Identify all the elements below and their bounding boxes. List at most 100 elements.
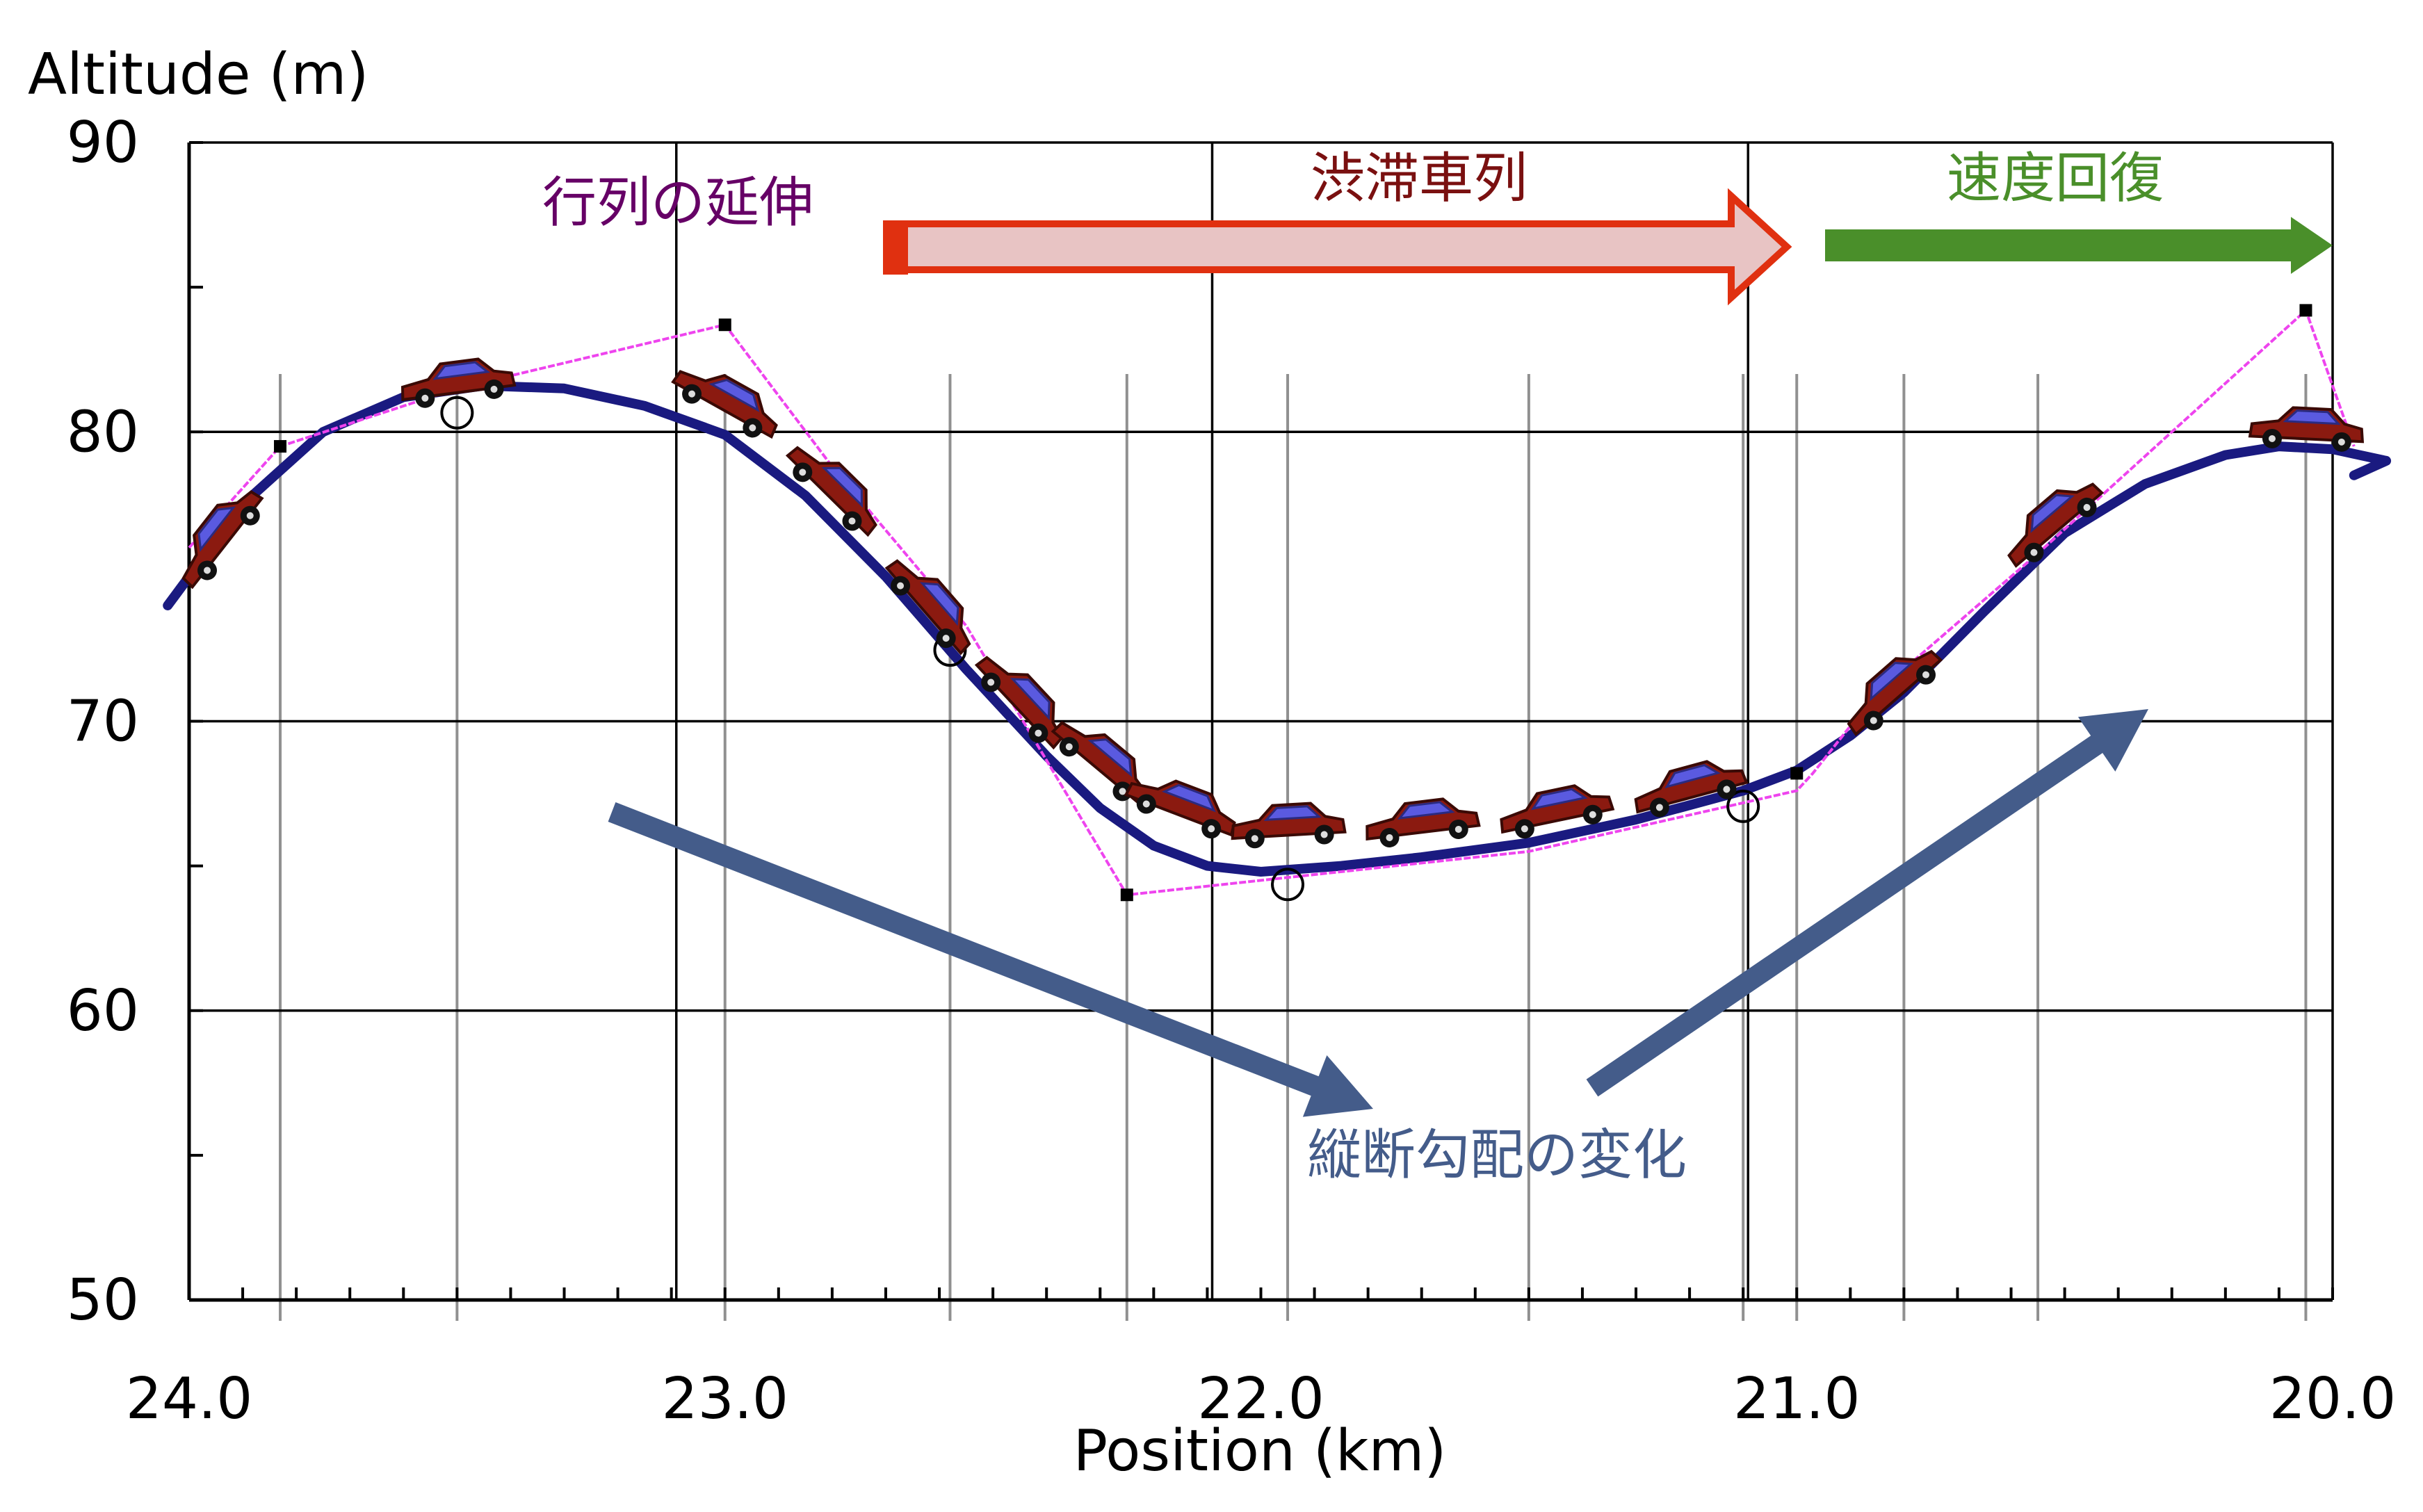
grade-change-arrow-up [1586,709,2148,1097]
car-window [1263,805,1322,821]
car-icon [1847,649,1943,737]
speed-recovery-arrow [1825,217,2333,274]
queue-extension-label: 行列の延伸 [542,172,813,234]
speed-recovery-label: 速度回復 [1947,147,2164,210]
open-circle-marker [1271,868,1305,902]
car-hub [1655,804,1663,811]
car-hub [848,517,856,525]
square-marker [718,318,731,332]
car-window [1397,801,1455,820]
car-hub [942,635,950,642]
square-marker [274,440,287,453]
car-icon [1051,721,1149,806]
y-tick-label: 60 [67,978,139,1044]
annotations: 行列の延伸 渋滞車列 速度回復 縦断勾配の変化 [542,147,2333,1187]
car-hub [2083,503,2091,511]
car-hub [987,678,995,686]
car-hub [1521,825,1528,833]
x-tick-label: 20.0 [2269,1366,2397,1432]
car-icon [1231,802,1347,849]
car-window [708,378,760,412]
car-body [400,357,517,402]
car-hub [1386,834,1393,841]
series-lines [163,307,2392,897]
car-hub [799,469,807,476]
y-axis-title: Altitude (m) [28,42,368,108]
y-tick-label: 70 [67,689,139,755]
car-window [2030,494,2075,533]
open-circle-marker [440,396,474,430]
car-hub [246,512,254,519]
car-hub [1723,786,1731,793]
car-icon [1366,797,1481,847]
open-circle-marker [1726,789,1760,823]
car-body [785,446,877,537]
car-window [919,582,959,626]
car-icon [671,370,778,439]
grade-approximation-line [188,307,2356,897]
y-tick-label: 50 [67,1267,139,1333]
car-window [2283,409,2341,425]
congestion-arrow-base [883,220,908,275]
car-hub [2268,434,2276,442]
x-tick-label: 23.0 [661,1366,788,1432]
car-icon [400,357,517,408]
car-window [432,361,490,380]
square-marker [1120,888,1133,902]
congestion-label: 渋滞車列 [1311,147,1527,210]
car-hub [1870,717,1877,724]
x-tick-label: 24.0 [126,1366,253,1432]
car-body [1366,797,1481,841]
car-hub [1035,729,1042,737]
car-icon [1634,760,1749,818]
car-window [1087,738,1133,778]
car-hub [2337,438,2345,446]
x-tick-label: 21.0 [1733,1366,1861,1432]
car-window [1010,678,1051,721]
x-axis-title: Position (km) [1073,1418,1447,1484]
grade-change-label: 縦断勾配の変化 [1307,1124,1687,1187]
y-tick-label: 90 [67,110,139,176]
car-icon [181,489,264,590]
car-hub [1119,788,1126,795]
car-window [1530,788,1588,811]
axis-labels: 50 60 70 80 90 24.0 23.0 22.0 21.0 20.0 Altitude (… [28,42,2396,1484]
car-hub [688,390,696,398]
car-icon [1500,784,1615,839]
car-window [1664,764,1721,789]
car-icon [785,446,877,537]
grid [189,143,2333,1300]
car-hub [1922,671,1930,678]
car-hub [1589,811,1596,818]
altitude-profile-line [163,380,2392,877]
square-marker [1790,767,1804,780]
car-hub [1142,800,1150,808]
car-hub [421,394,429,402]
car-icon [2007,482,2105,568]
car-window [1870,662,1914,701]
car-icon [884,559,971,656]
axis-ticks [188,141,2334,1301]
car-hub [1454,825,1462,833]
car-hub [204,567,211,574]
car-hub [897,582,905,590]
y-tick-label: 80 [67,399,139,465]
car-hub [490,385,498,393]
car-hub [749,424,756,432]
car-hub [1251,835,1258,843]
vertical-guide-lines [279,374,2308,1321]
car-hub [1320,831,1328,838]
car-icon [974,656,1064,750]
car-window [821,466,864,508]
car-hub [2030,548,2038,556]
square-marker [2299,304,2312,317]
car-window [1161,783,1216,813]
car-hub [1208,825,1215,833]
cars [181,357,2365,849]
grade-change-arrow-down [608,802,1373,1117]
x-tick-label: 22.0 [1197,1366,1324,1432]
car-icon [2248,406,2365,452]
congestion-arrow [900,188,1792,306]
car-window [197,506,236,553]
